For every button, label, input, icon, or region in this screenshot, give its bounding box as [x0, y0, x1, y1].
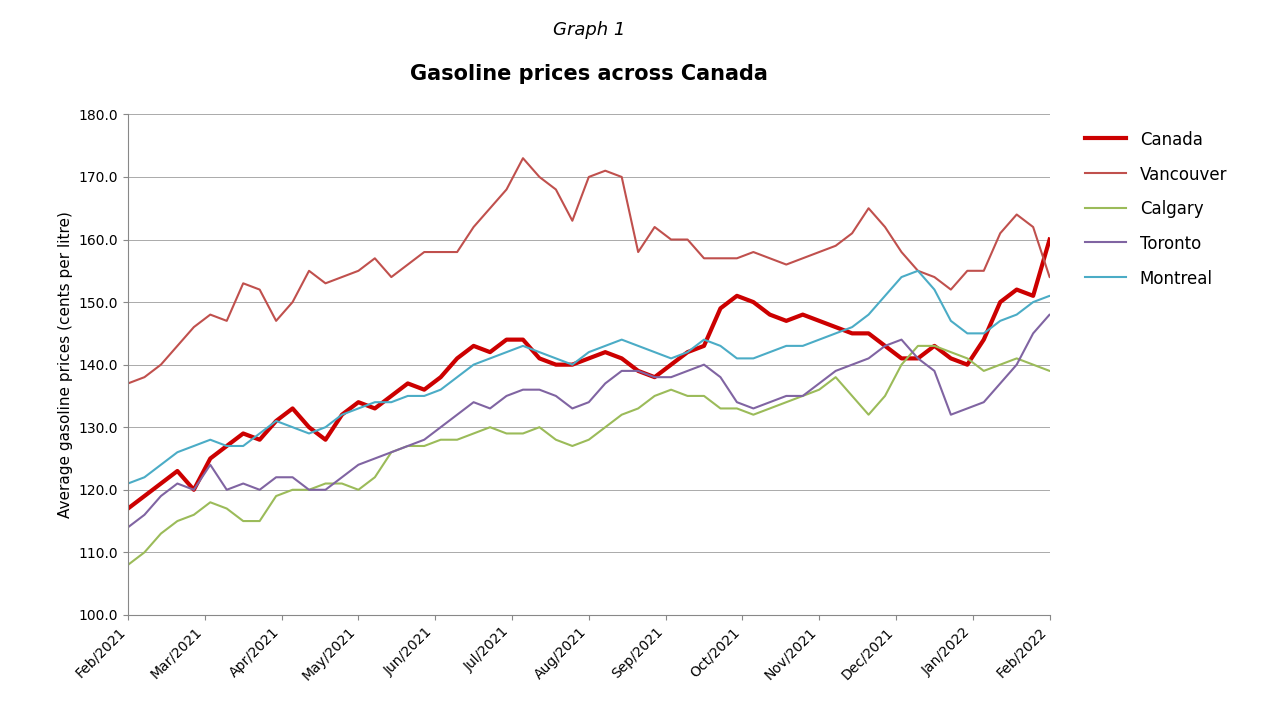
Calgary [433, 435, 448, 444]
Calgary [1140, 310, 1156, 319]
Canada [367, 404, 383, 413]
Montreal [598, 342, 613, 350]
Text: Graph 1: Graph 1 [553, 21, 625, 39]
Calgary [120, 561, 136, 569]
Toronto [828, 367, 844, 375]
Calgary [401, 442, 416, 450]
Y-axis label: Average gasoline prices (cents per litre): Average gasoline prices (cents per litre… [58, 211, 73, 518]
Vancouver [401, 260, 416, 269]
Line: Montreal: Montreal [128, 183, 1148, 483]
Line: Canada: Canada [128, 240, 1050, 508]
Canada [120, 504, 136, 513]
Toronto [120, 523, 136, 531]
Calgary [828, 373, 844, 381]
Toronto [433, 423, 448, 431]
Vancouver [433, 247, 448, 256]
Montreal [1124, 204, 1139, 212]
Vancouver [120, 379, 136, 388]
Canada [154, 479, 169, 488]
Line: Toronto: Toronto [128, 233, 1148, 527]
Legend: Canada, Vancouver, Calgary, Toronto, Montreal: Canada, Vancouver, Calgary, Toronto, Mon… [1076, 123, 1235, 296]
Vancouver [631, 247, 646, 256]
Toronto [401, 442, 416, 450]
Vancouver [598, 167, 613, 175]
Toronto [1140, 229, 1156, 237]
Montreal [828, 329, 844, 337]
Canada [762, 310, 777, 319]
Montreal [120, 479, 136, 488]
Text: Gasoline prices across Canada: Gasoline prices across Canada [410, 64, 768, 84]
Toronto [631, 367, 646, 375]
Canada [746, 297, 762, 306]
Vancouver [828, 242, 844, 250]
Line: Calgary: Calgary [128, 315, 1148, 565]
Montreal [401, 392, 416, 400]
Line: Vancouver: Vancouver [128, 139, 1148, 383]
Montreal [631, 342, 646, 350]
Canada [1042, 235, 1057, 244]
Vancouver [1140, 135, 1156, 144]
Canada [170, 467, 186, 475]
Vancouver [1124, 147, 1139, 156]
Calgary [1124, 360, 1139, 369]
Calgary [598, 423, 613, 431]
Canada [516, 335, 531, 344]
Montreal [1140, 179, 1156, 187]
Calgary [631, 404, 646, 413]
Toronto [598, 379, 613, 388]
Toronto [1124, 242, 1139, 250]
Montreal [433, 385, 448, 394]
